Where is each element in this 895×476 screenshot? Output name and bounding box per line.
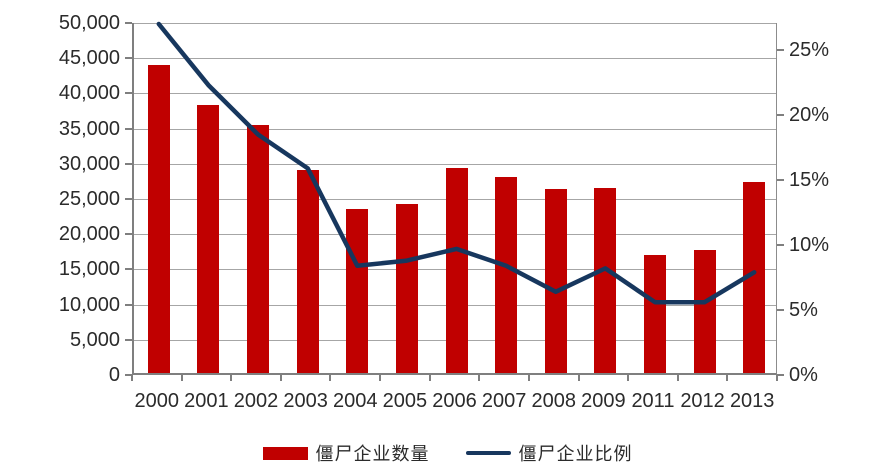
x-axis-tick-mark bbox=[230, 375, 233, 381]
bar-2003 bbox=[296, 169, 319, 373]
x-axis-tick-label: 2005 bbox=[382, 390, 428, 412]
left-axis-tick-mark bbox=[125, 233, 132, 236]
x-axis-tick-mark bbox=[131, 375, 133, 381]
left-axis-tick-label: 50,000 bbox=[58, 12, 120, 34]
x-axis-tick-label: 2001 bbox=[184, 390, 229, 412]
right-axis-tick-mark bbox=[777, 114, 784, 117]
bar-series-swatch-icon bbox=[262, 446, 308, 460]
x-axis-tick-mark bbox=[180, 375, 183, 381]
bar-2013 bbox=[743, 181, 766, 373]
x-axis-tick-label: 2012 bbox=[680, 390, 725, 412]
x-axis-tick-mark bbox=[428, 375, 431, 381]
right-axis-tick-mark bbox=[777, 374, 784, 376]
right-axis-tick-label: 0% bbox=[789, 364, 818, 386]
right-axis-tick-mark bbox=[777, 244, 784, 246]
bar-2001 bbox=[197, 105, 220, 373]
legend-item-bar-series: 僵尸企业数量 bbox=[262, 440, 430, 466]
x-axis-tick-label: 2011 bbox=[631, 390, 675, 412]
right-axis-tick-label: 15% bbox=[789, 169, 830, 192]
legend-item-line-series: 僵尸企业比例 bbox=[465, 440, 633, 466]
left-axis-tick-label: 15,000 bbox=[58, 258, 120, 281]
left-axis-tick-label: 5,000 bbox=[69, 328, 120, 351]
x-axis-tick-mark bbox=[676, 375, 679, 381]
bar-2000 bbox=[147, 64, 170, 373]
left-axis-tick-mark bbox=[125, 57, 132, 60]
right-axis-tick-mark bbox=[777, 49, 784, 52]
left-axis-tick-mark bbox=[125, 198, 132, 200]
left-axis-tick-label: 25,000 bbox=[58, 188, 120, 210]
right-axis-tick-label: 25% bbox=[789, 39, 830, 62]
horizontal-gridline bbox=[134, 93, 776, 95]
bar-2005 bbox=[395, 204, 418, 373]
horizontal-gridline bbox=[134, 58, 776, 60]
left-axis-tick-label: 0 bbox=[108, 364, 120, 386]
left-axis-tick-mark bbox=[125, 268, 132, 271]
bar-2012 bbox=[693, 249, 716, 373]
x-axis-tick-label: 2009 bbox=[581, 390, 626, 412]
bar-2002 bbox=[247, 125, 270, 373]
right-axis-tick-mark bbox=[777, 179, 784, 182]
legend-bar-label: 僵尸企业数量 bbox=[315, 444, 430, 464]
legend: 僵尸企业数量 僵尸企业比例 bbox=[0, 438, 895, 468]
right-axis-tick-label: 10% bbox=[789, 234, 830, 256]
x-axis-tick-mark bbox=[329, 375, 332, 381]
x-axis-tick-label: 2000 bbox=[134, 390, 180, 412]
x-axis-tick-mark bbox=[627, 375, 630, 381]
left-axis-tick-mark bbox=[125, 92, 132, 95]
horizontal-gridline bbox=[134, 163, 776, 165]
x-axis-tick-label: 2004 bbox=[333, 390, 378, 412]
line-series-path bbox=[156, 21, 757, 305]
left-axis-tick-mark bbox=[125, 162, 132, 165]
bar-2011 bbox=[643, 254, 666, 373]
left-axis-tick-label: 40,000 bbox=[58, 82, 120, 105]
x-axis-tick-label: 2002 bbox=[233, 390, 279, 412]
x-axis-tick-label: 2003 bbox=[283, 390, 328, 412]
x-axis-tick-mark bbox=[527, 375, 530, 381]
line-series bbox=[156, 21, 757, 305]
legend-line-label: 僵尸企业比例 bbox=[518, 444, 633, 464]
horizontal-gridline bbox=[134, 128, 776, 130]
left-axis-tick-label: 35,000 bbox=[58, 117, 120, 140]
bar-2007 bbox=[495, 177, 518, 373]
bar-2008 bbox=[544, 188, 567, 373]
bar-2009 bbox=[594, 187, 617, 373]
left-axis-tick-mark bbox=[125, 303, 132, 306]
left-axis-tick-label: 20,000 bbox=[58, 223, 120, 246]
x-axis-tick-label: 2008 bbox=[531, 390, 576, 412]
x-axis-tick-label: 2013 bbox=[729, 390, 775, 412]
x-axis-tick-mark bbox=[279, 375, 282, 381]
line-series-swatch-icon bbox=[465, 451, 511, 455]
left-axis-tick-label: 45,000 bbox=[58, 47, 120, 70]
x-axis-tick-mark bbox=[577, 375, 580, 381]
right-axis-tick-label: 20% bbox=[789, 104, 830, 127]
x-axis-tick-mark bbox=[478, 375, 481, 381]
left-axis-tick-mark bbox=[125, 338, 132, 341]
left-axis-tick-mark bbox=[125, 127, 132, 130]
left-axis-tick-mark bbox=[125, 22, 132, 24]
x-axis-tick-label: 2007 bbox=[481, 390, 527, 412]
right-axis-tick-mark bbox=[777, 309, 784, 311]
bar-2006 bbox=[445, 168, 468, 373]
right-axis-tick-label: 5% bbox=[789, 299, 818, 321]
left-axis-tick-label: 30,000 bbox=[58, 152, 120, 175]
x-axis-tick-mark bbox=[726, 375, 729, 381]
left-axis-tick-label: 10,000 bbox=[58, 293, 120, 316]
horizontal-gridline bbox=[134, 23, 776, 24]
plot-area bbox=[132, 21, 777, 375]
left-axis-tick-mark bbox=[125, 374, 132, 376]
x-axis-tick-label: 2006 bbox=[432, 390, 477, 412]
x-axis-tick-mark bbox=[379, 375, 382, 381]
x-axis-tick-mark bbox=[776, 375, 778, 381]
